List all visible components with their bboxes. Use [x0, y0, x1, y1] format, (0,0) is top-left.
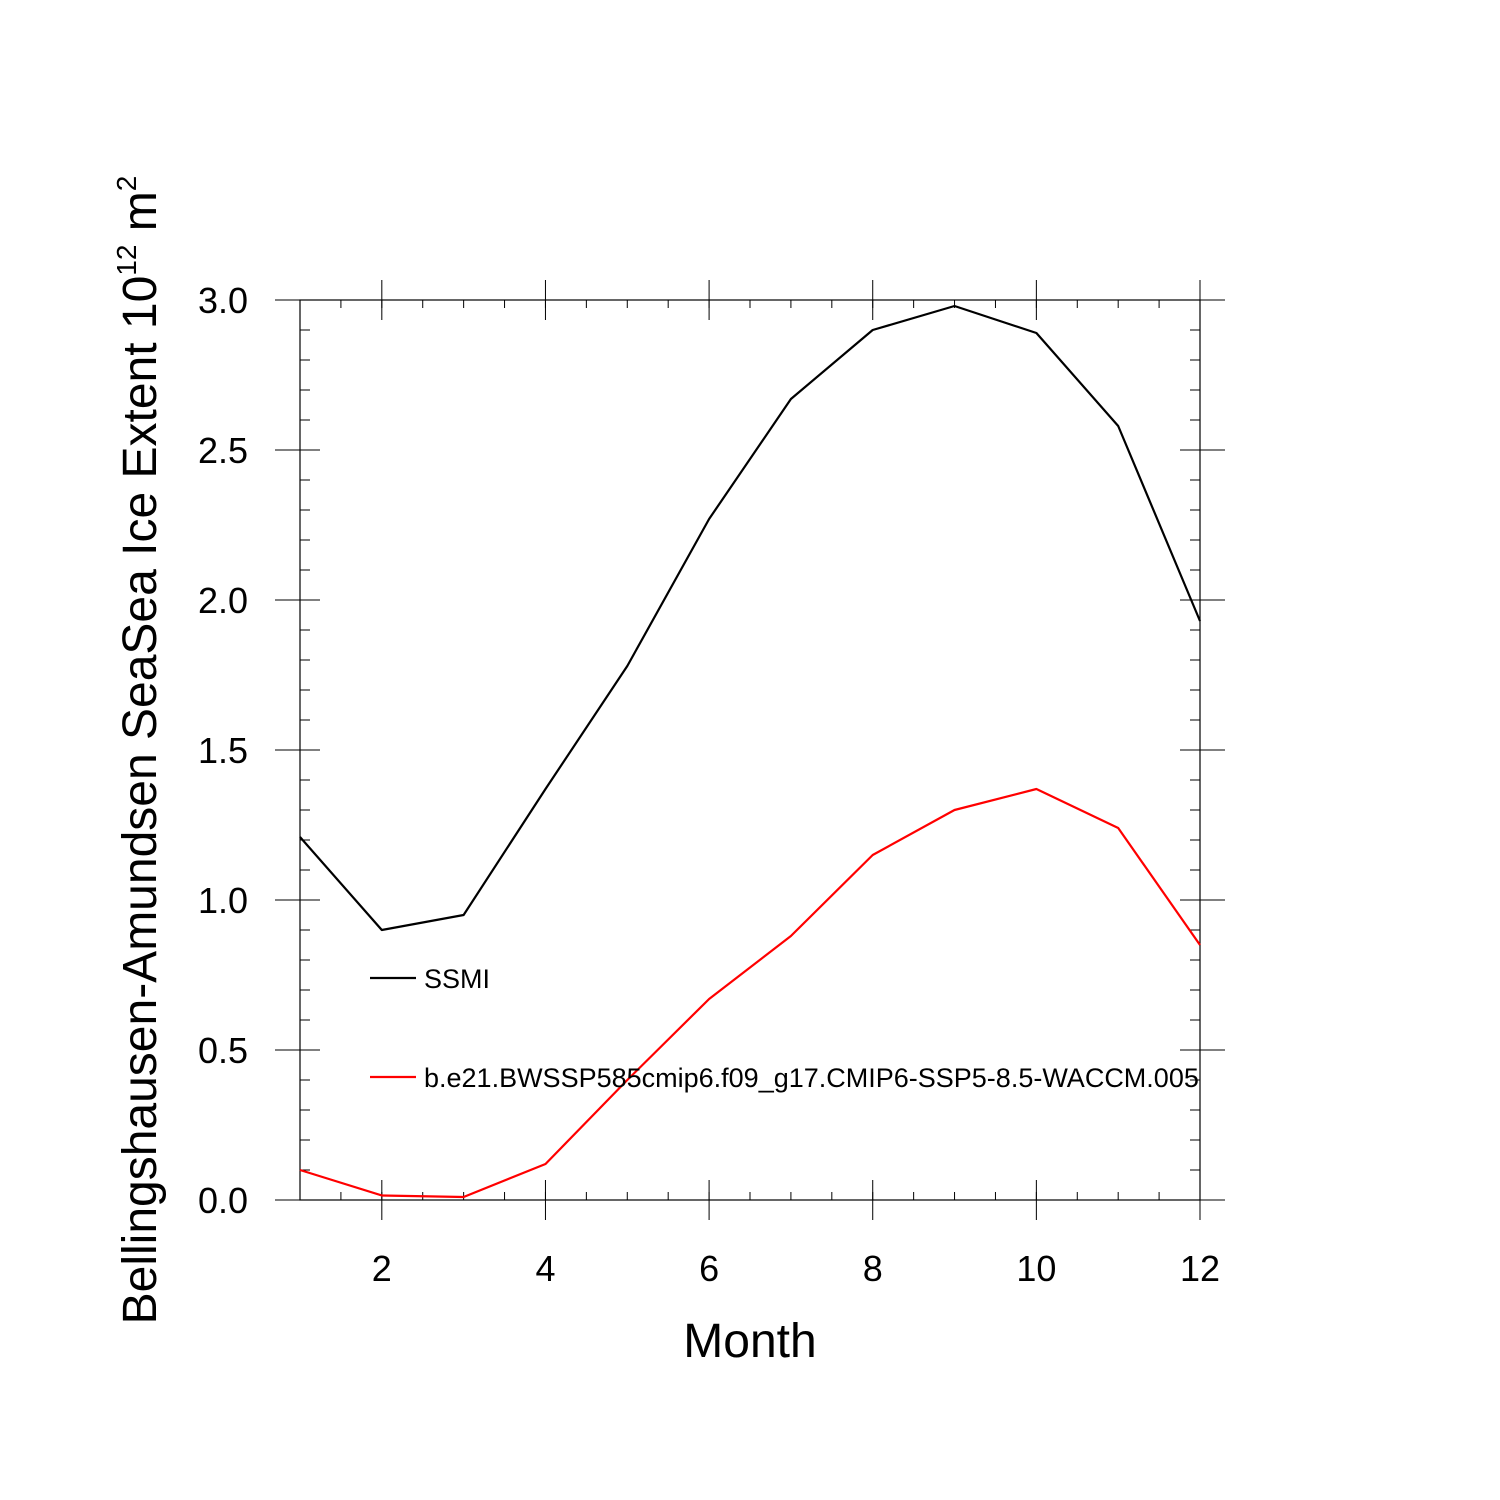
series-lines — [299, 304, 1202, 1199]
legend-label-1: SSMI — [424, 964, 490, 994]
x-tick-label: 6 — [699, 1248, 719, 1289]
x-tick-label: 4 — [535, 1248, 555, 1289]
y-tick-label: 3.0 — [198, 280, 248, 321]
x-tick-label: 12 — [1180, 1248, 1220, 1289]
y-tick-label: 0.5 — [198, 1030, 248, 1071]
y-axis-label-unit-exponent: 2 — [111, 176, 142, 192]
y-axis-label-unit: m — [114, 191, 167, 244]
x-tick-label: 8 — [863, 1248, 883, 1289]
y-tick-label: 0.0 — [198, 1180, 248, 1221]
series-line-2 — [299, 787, 1201, 1199]
y-tick-label: 2.5 — [198, 430, 248, 471]
y-tick-label: 1.0 — [198, 880, 248, 921]
y-axis-label-main: Bellingshausen-Amundsen SeaSea Ice Exten… — [114, 276, 167, 1325]
y-axis-label: Bellingshausen-Amundsen SeaSea Ice Exten… — [111, 176, 167, 1325]
major-ticks — [275, 280, 1225, 1220]
x-tick-label: 2 — [372, 1248, 392, 1289]
series-line-1 — [299, 304, 1202, 932]
legend: SSMI b.e21.BWSSP585cmip6.f09_g17.CMIP6-SS… — [370, 964, 1199, 1093]
x-tick-labels: 2 4 6 8 10 12 — [372, 1248, 1220, 1289]
y-tick-label: 1.5 — [198, 730, 248, 771]
x-tick-label: 10 — [1016, 1248, 1056, 1289]
legend-label-2: b.e21.BWSSP585cmip6.f09_g17.CMIP6-SSP5-8… — [424, 1063, 1199, 1093]
y-axis-label-exponent: 12 — [111, 245, 142, 276]
x-axis-label: Month — [683, 1315, 816, 1368]
y-tick-labels: 0.0 0.5 1.0 1.5 2.0 2.5 3.0 — [198, 280, 248, 1221]
y-tick-label: 2.0 — [198, 580, 248, 621]
